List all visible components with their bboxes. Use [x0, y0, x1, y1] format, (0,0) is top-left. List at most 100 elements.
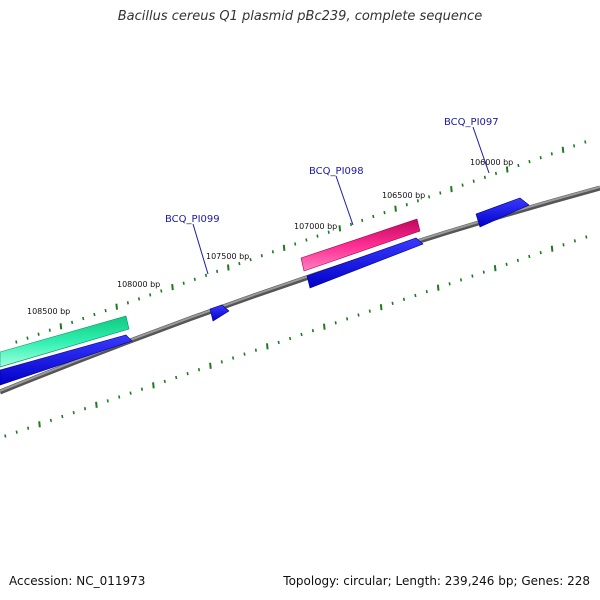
scale-tick — [249, 257, 252, 262]
gene-feature-blue-bcq-pi099[interactable] — [209, 304, 230, 322]
scale-tick — [71, 320, 74, 325]
gene-feature-blue-107000[interactable] — [306, 237, 424, 289]
scale-tick — [584, 140, 587, 144]
scale-tick — [160, 289, 163, 293]
scale-tick — [27, 426, 30, 430]
scale-tick — [4, 434, 7, 438]
gene-feature-blue-106000[interactable] — [475, 197, 530, 228]
scale-tick — [93, 312, 96, 317]
scale-tick — [61, 414, 64, 419]
scale-tick — [528, 159, 531, 164]
scale-tick — [15, 340, 18, 344]
scale-tick — [175, 375, 178, 380]
scale-tick — [562, 243, 565, 247]
scale-tick — [193, 277, 196, 281]
scale-tick — [204, 273, 208, 277]
scale-tick — [216, 269, 219, 274]
scale-tick — [316, 234, 319, 238]
scale-tick — [573, 239, 576, 243]
gene-feature-pink-bcq-pi098[interactable] — [300, 218, 421, 272]
scale-tick — [334, 321, 337, 325]
scale-tick — [197, 368, 201, 372]
scale-tick — [428, 195, 431, 199]
gene-label-bcq-pi098[interactable]: BCQ_PI098 — [309, 166, 364, 177]
scale-tick — [550, 245, 554, 252]
leader-bcq-pi098 — [335, 175, 354, 226]
scale-tick — [282, 244, 286, 251]
genome-backbone — [0, 185, 600, 395]
gene-label-bcq-pi097[interactable]: BCQ_PI097 — [444, 117, 499, 128]
scale-tick — [405, 203, 408, 207]
scale-tick — [149, 293, 152, 297]
scale-tick-rows — [4, 140, 588, 438]
scale-tick — [361, 218, 364, 223]
scale-tick — [227, 264, 230, 271]
scale-tick — [140, 387, 144, 391]
accession-text: Accession: NC_011973 — [9, 574, 146, 588]
scale-tick — [338, 225, 342, 232]
scale-tick — [186, 371, 189, 376]
scale-tick — [38, 421, 41, 428]
scale-tick — [220, 360, 223, 364]
scale-tick — [266, 343, 269, 350]
scale-tick — [482, 270, 485, 274]
scale-tick — [402, 297, 406, 302]
position-label-107500: 107500 bp — [206, 252, 249, 261]
scale-tick — [104, 308, 107, 313]
gene-feature-blue-108500[interactable] — [0, 334, 133, 386]
scale-tick — [528, 254, 531, 259]
scale-tick — [126, 301, 129, 305]
scale-tick — [163, 379, 166, 384]
scale-tick — [232, 356, 235, 360]
scale-tick — [118, 395, 121, 399]
scale-tick — [472, 179, 475, 183]
scale-tick — [573, 144, 576, 148]
scale-tick — [505, 262, 508, 266]
scale-tick — [517, 163, 520, 168]
position-label-106500: 106500 bp — [382, 191, 425, 200]
scale-tick — [238, 261, 241, 266]
scale-tick — [327, 230, 330, 234]
scale-tick — [300, 332, 303, 337]
scale-tick — [152, 382, 155, 389]
gene-label-leaders — [192, 126, 490, 275]
scale-tick — [137, 297, 141, 301]
scale-tick — [106, 399, 109, 403]
scale-tick — [459, 278, 463, 282]
scale-tick — [49, 418, 52, 423]
scale-tick — [516, 258, 519, 263]
scale-tick — [505, 166, 509, 173]
scale-tick — [493, 265, 497, 272]
scale-tick — [414, 293, 417, 298]
scale-tick — [416, 199, 419, 203]
gene-feature-green-108500[interactable] — [0, 315, 130, 368]
scale-tick — [115, 303, 118, 310]
map-title: Bacillus cereus Q1 plasmid pBc239, compl… — [117, 9, 483, 24]
scale-tick — [346, 317, 349, 321]
position-label-108000: 108000 bp — [117, 280, 160, 289]
scale-tick — [26, 336, 29, 340]
scale-tick — [305, 238, 308, 242]
position-label-108500: 108500 bp — [27, 307, 70, 316]
scale-tick — [254, 348, 257, 352]
topology-summary-text: Topology: circular; Length: 239,246 bp; … — [283, 574, 590, 588]
scale-tick — [483, 175, 486, 179]
scale-tick — [209, 362, 212, 369]
scale-tick — [561, 146, 565, 153]
scale-tick — [349, 222, 353, 227]
leader-bcq-pi099 — [192, 223, 209, 275]
scale-tick — [539, 156, 542, 160]
scale-tick — [82, 316, 85, 321]
scale-tick — [171, 284, 174, 291]
scale-tick — [72, 410, 75, 415]
scale-tick — [394, 205, 397, 212]
scale-tick — [379, 304, 383, 311]
position-label-106000: 106000 bp — [470, 158, 513, 167]
scale-tick — [294, 242, 297, 246]
scale-tick — [539, 250, 542, 255]
gene-label-bcq-pi099[interactable]: BCQ_PI099 — [165, 214, 220, 225]
scale-tick — [436, 284, 440, 291]
scale-tick — [439, 191, 442, 195]
